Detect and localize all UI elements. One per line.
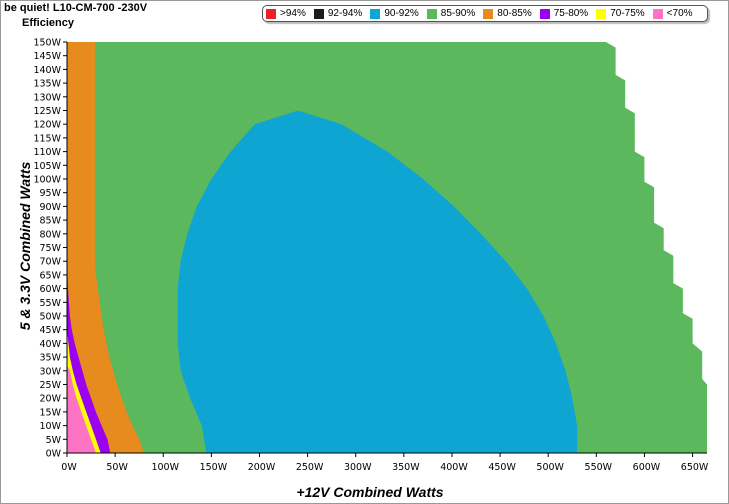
- y-tick-label: 55W: [40, 298, 62, 309]
- legend-swatch-90-92: [370, 8, 381, 19]
- y-tick-label: 85W: [40, 216, 62, 227]
- x-tick-label: 50W: [106, 462, 128, 473]
- y-tick-label: 60W: [40, 284, 62, 295]
- y-tick-label: 105W: [33, 161, 61, 172]
- y-tick-label: 100W: [33, 175, 61, 186]
- x-tick-label: 300W: [344, 462, 372, 473]
- legend-label-lt70: <70%: [666, 8, 693, 19]
- legend-label-80-85: 80-85%: [497, 8, 532, 19]
- legend-label-70-75: 70-75%: [610, 8, 645, 19]
- legend-swatch-lt70: [652, 8, 663, 19]
- x-tick-label: 0W: [61, 462, 77, 473]
- y-tick-label: 70W: [40, 257, 62, 268]
- region-90-92: [177, 110, 578, 453]
- y-tick-label: 135W: [33, 79, 61, 90]
- y-tick-label: 110W: [33, 147, 61, 158]
- y-tick-label: 130W: [33, 92, 61, 103]
- x-tick-label: 400W: [440, 462, 468, 473]
- y-axis-label: 5 & 3.3V Combined Watts: [17, 161, 33, 331]
- y-tick-label: 45W: [40, 325, 62, 336]
- legend-label-85-90: 85-90%: [440, 8, 476, 19]
- legend-item-90-92: 90-92%: [370, 8, 419, 19]
- legend-swatch-85-90: [426, 8, 437, 19]
- y-tick-label: 125W: [33, 106, 61, 117]
- legend-item-85-90: 85-90%: [426, 8, 476, 19]
- y-tick-label: 5W: [46, 435, 62, 446]
- region-80-85: [67, 42, 144, 453]
- legend-item-75-80: 75-80%: [539, 8, 589, 19]
- x-tick-label: 600W: [633, 462, 661, 473]
- y-tick-label: 120W: [33, 120, 61, 131]
- chart-title: be quiet! L10-CM-700 -230V: [4, 2, 148, 14]
- y-tick-label: 0W: [46, 449, 62, 460]
- legend: >94% 92-94% 90-92% 85-90% 80-85% 75-80% …: [262, 5, 708, 22]
- x-axis-label: +12V Combined Watts: [296, 484, 444, 500]
- legend-label-90-92: 90-92%: [384, 8, 419, 19]
- legend-swatch-gt94: [266, 8, 276, 19]
- y-tick-label: 15W: [40, 407, 62, 418]
- x-tick-label: 500W: [536, 462, 564, 473]
- y-tick-label: 80W: [40, 229, 62, 240]
- y-tick-label: 30W: [40, 366, 62, 377]
- legend-swatch-80-85: [483, 8, 494, 19]
- legend-label-gt94: >94%: [280, 8, 306, 19]
- legend-label-92-94: 92-94%: [327, 8, 363, 19]
- x-tick-label: 550W: [585, 462, 613, 473]
- y-tick-label: 65W: [40, 270, 62, 281]
- legend-swatch-92-94: [313, 8, 324, 19]
- y-tick-label: 20W: [40, 394, 62, 405]
- y-tick-label: 50W: [40, 312, 62, 323]
- legend-swatch-70-75: [596, 8, 607, 19]
- legend-item-92-94: 92-94%: [313, 8, 363, 19]
- y-tick-label: 150W: [33, 38, 61, 49]
- legend-swatch-75-80: [539, 8, 550, 19]
- legend-item-lt70: <70%: [652, 8, 693, 19]
- x-tick-label: 200W: [248, 462, 276, 473]
- x-tick-label: 350W: [392, 462, 420, 473]
- legend-item-70-75: 70-75%: [596, 8, 645, 19]
- chart-subtitle: Efficiency: [22, 17, 74, 29]
- x-tick-label: 450W: [488, 462, 516, 473]
- y-tick-label: 40W: [40, 339, 62, 350]
- y-tick-label: 115W: [33, 133, 61, 144]
- x-tick-label: 250W: [296, 462, 324, 473]
- x-tick-label: 150W: [200, 462, 228, 473]
- y-tick-label: 95W: [40, 188, 62, 199]
- y-tick-label: 145W: [33, 51, 61, 62]
- y-tick-label: 35W: [40, 353, 62, 364]
- region-lt70: [67, 365, 96, 453]
- x-tick-label: 100W: [151, 462, 179, 473]
- y-tick-label: 10W: [40, 421, 62, 432]
- y-tick-label: 75W: [40, 243, 62, 254]
- legend-item-gt94: >94%: [266, 8, 306, 19]
- legend-label-75-80: 75-80%: [553, 8, 589, 19]
- x-tick-label: 650W: [681, 462, 709, 473]
- y-tick-label: 25W: [40, 380, 62, 391]
- legend-item-80-85: 80-85%: [483, 8, 532, 19]
- y-tick-label: 140W: [33, 65, 61, 76]
- y-tick-label: 90W: [40, 202, 62, 213]
